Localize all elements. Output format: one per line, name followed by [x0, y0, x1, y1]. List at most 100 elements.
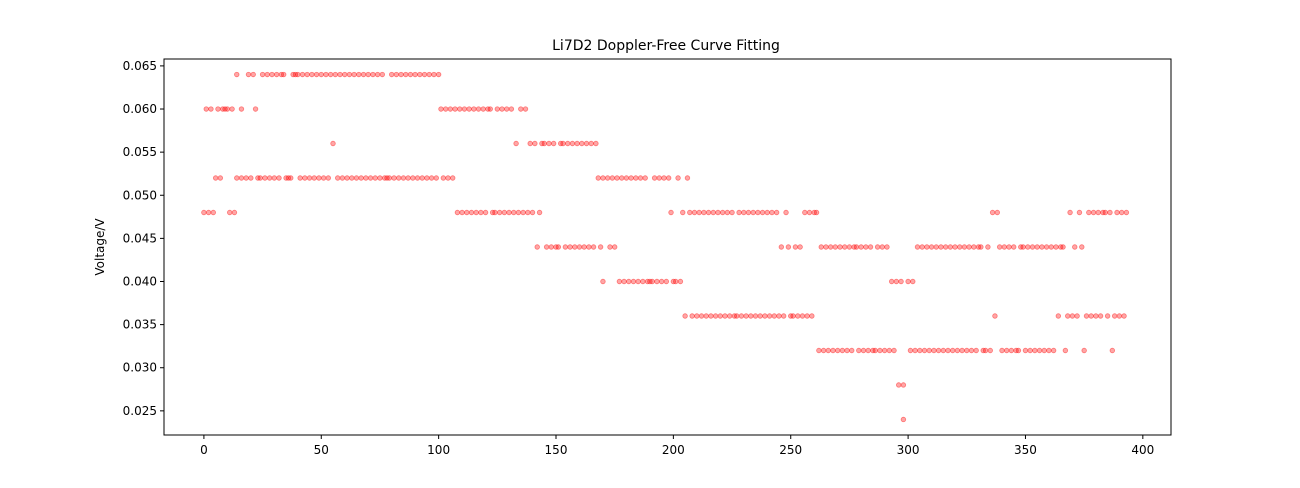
data-point: [940, 347, 947, 354]
data-point: [1069, 313, 1076, 319]
data-point: [403, 71, 409, 78]
data-point: [1050, 347, 1057, 354]
data-point: [583, 140, 590, 147]
data-point: [281, 71, 287, 78]
data-point: [649, 278, 655, 285]
data-point: [865, 347, 871, 354]
data-point: [576, 244, 583, 250]
data-point: [933, 244, 939, 250]
data-point: [1081, 347, 1087, 354]
data-point: [428, 175, 435, 181]
y-tick-label: 0.060: [123, 102, 157, 116]
data-point: [588, 140, 594, 147]
data-point: [1116, 313, 1123, 319]
data-point: [1048, 244, 1054, 250]
data-point: [762, 313, 768, 319]
data-point: [633, 175, 639, 181]
data-point: [205, 209, 212, 216]
data-point: [797, 244, 803, 250]
data-point: [621, 278, 627, 285]
data-point: [421, 71, 428, 78]
data-point: [1041, 347, 1047, 354]
data-point: [581, 244, 587, 250]
data-point: [299, 71, 306, 78]
data-point: [302, 175, 308, 181]
data-point: [536, 209, 543, 216]
data-point: [1013, 347, 1019, 354]
data-point: [938, 244, 944, 250]
data-point: [494, 106, 501, 112]
data-point: [785, 244, 792, 250]
data-point: [1029, 244, 1036, 250]
data-point: [407, 71, 414, 78]
data-point: [454, 209, 461, 216]
data-point: [574, 140, 580, 147]
data-point: [1011, 244, 1017, 250]
data-point: [928, 244, 935, 250]
data-point: [1090, 209, 1097, 216]
data-point: [1111, 313, 1118, 319]
data-point: [480, 106, 486, 112]
data-point: [975, 244, 982, 250]
data-point: [694, 313, 700, 319]
data-point: [849, 347, 855, 354]
data-point: [419, 175, 425, 181]
x-tick-label: 300: [897, 443, 920, 457]
y-axis-label: Voltage/V: [93, 218, 107, 276]
data-point: [1086, 209, 1092, 216]
data-point: [541, 140, 547, 147]
data-point: [670, 278, 677, 285]
data-point: [337, 71, 343, 78]
data-point: [701, 209, 707, 216]
data-point: [658, 278, 665, 285]
y-axis: 0.025 0.030 0.035 0.040 0.045 0.050 0.055 0.060…: [123, 59, 164, 418]
data-point: [912, 347, 918, 354]
data-point: [994, 209, 1000, 216]
data-point: [637, 175, 644, 181]
data-point: [313, 71, 320, 78]
data-point: [457, 106, 463, 112]
data-point: [952, 244, 958, 250]
data-point: [360, 71, 367, 78]
data-point: [656, 175, 662, 181]
data-point: [356, 71, 362, 78]
data-point: [208, 106, 214, 112]
data-point: [609, 175, 616, 181]
data-point: [388, 71, 395, 78]
data-point: [773, 209, 780, 216]
data-point: [339, 175, 346, 181]
data-point: [851, 244, 857, 250]
data-point: [1121, 313, 1127, 319]
data-point: [217, 175, 224, 181]
data-point: [964, 347, 970, 354]
data-point: [210, 209, 216, 216]
data-point: [534, 244, 540, 250]
data-point: [888, 278, 895, 285]
data-point: [579, 140, 585, 147]
data-point: [1018, 244, 1024, 250]
data-point: [492, 209, 498, 216]
data-point: [553, 244, 559, 250]
data-point: [269, 71, 275, 78]
data-point: [731, 313, 738, 319]
data-point: [316, 175, 322, 181]
data-point: [809, 313, 815, 319]
data-point: [708, 313, 714, 319]
data-point: [687, 209, 693, 216]
data-point: [386, 175, 393, 181]
data-point: [1003, 347, 1010, 354]
data-point: [550, 140, 557, 147]
data-point: [560, 140, 566, 147]
data-point: [513, 140, 519, 147]
data-point: [1097, 313, 1104, 319]
data-point: [820, 347, 827, 354]
data-point: [738, 313, 745, 319]
data-point: [759, 209, 766, 216]
data-point: [795, 313, 801, 319]
data-point: [703, 313, 709, 319]
data-point: [999, 347, 1005, 354]
data-point: [623, 175, 630, 181]
data-point: [696, 209, 702, 216]
data-point: [1074, 313, 1080, 319]
data-point: [935, 347, 942, 354]
